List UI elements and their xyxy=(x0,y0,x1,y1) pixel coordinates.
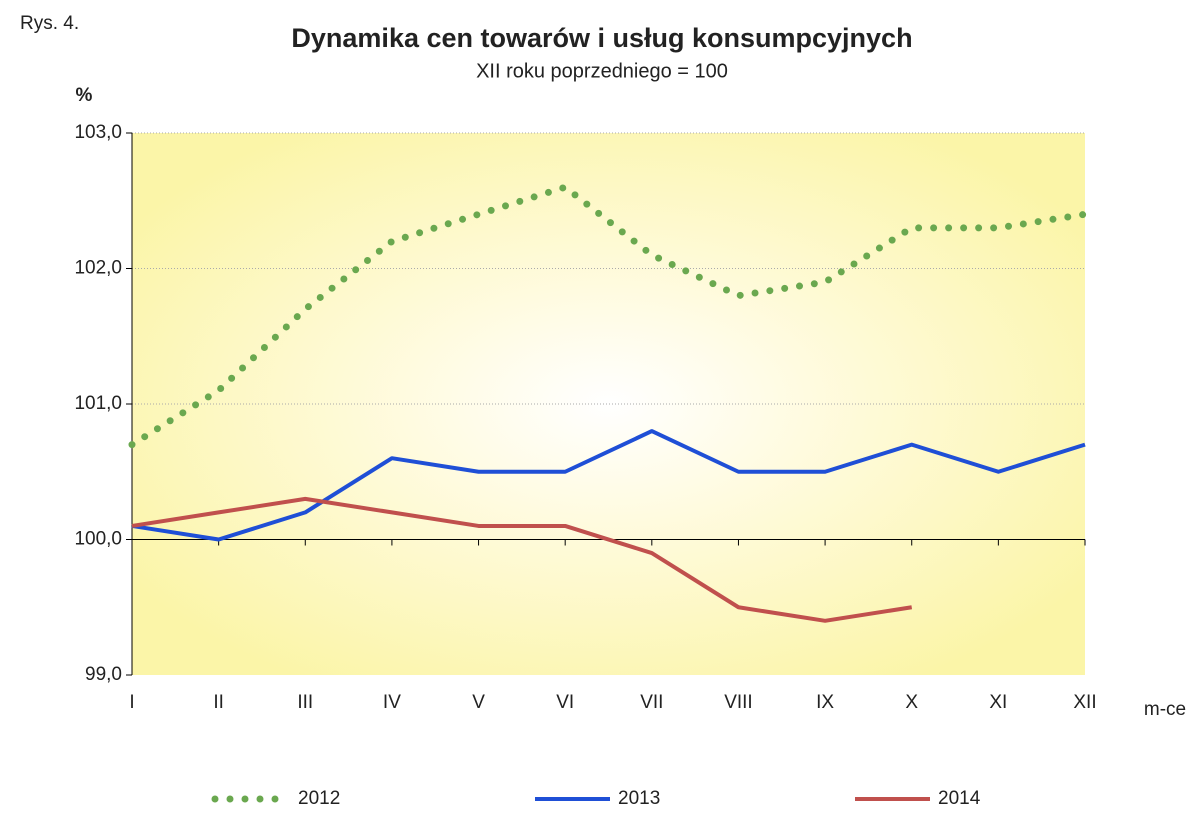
x-axis-label: m-ce xyxy=(1144,699,1186,720)
x-tick-label: III xyxy=(297,692,313,713)
x-tick-label: I xyxy=(129,692,134,713)
x-tick-label: V xyxy=(472,692,485,713)
x-tick-label: XII xyxy=(1073,692,1096,713)
chart-title: Dynamika cen towarów i usług konsumpcyjn… xyxy=(291,23,912,53)
series-line xyxy=(128,183,1089,449)
legend-label: 2014 xyxy=(938,788,981,809)
y-tick-label: 102,0 xyxy=(74,258,122,279)
x-tick-label: VI xyxy=(556,692,574,713)
chart-subtitle: XII roku poprzedniego = 100 xyxy=(476,60,728,82)
x-tick-label: XI xyxy=(989,692,1007,713)
x-tick-label: II xyxy=(213,692,224,713)
legend-label: 2012 xyxy=(298,788,340,809)
x-tick-label: IX xyxy=(816,692,834,713)
y-axis-label: % xyxy=(76,85,93,106)
x-tick-label: VII xyxy=(640,692,663,713)
x-tick-label: VIII xyxy=(724,692,753,713)
y-tick-label: 103,0 xyxy=(74,122,122,143)
y-tick-label: 100,0 xyxy=(74,529,122,550)
y-tick-label: 101,0 xyxy=(74,393,122,414)
series-line xyxy=(131,429,1086,542)
y-tick-label: 99,0 xyxy=(85,664,122,685)
series-line xyxy=(131,496,913,623)
x-tick-label: X xyxy=(905,692,918,713)
figure-label: Rys. 4. xyxy=(20,13,79,34)
x-tick-label: IV xyxy=(383,692,401,713)
legend-label: 2013 xyxy=(618,788,660,809)
